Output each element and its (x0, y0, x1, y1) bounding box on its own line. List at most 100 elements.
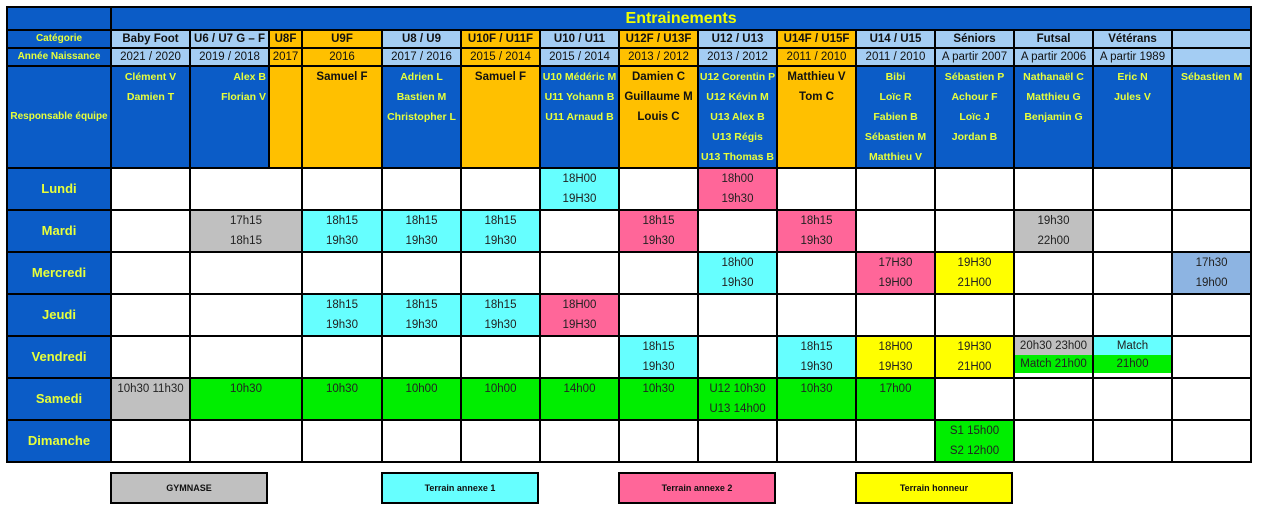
schedule-cell[interactable] (934, 377, 1015, 421)
schedule-cell[interactable]: 19H30 21H00 (934, 335, 1015, 379)
schedule-cell[interactable] (934, 209, 1015, 253)
schedule-cell[interactable] (189, 335, 303, 379)
schedule-cell[interactable] (1092, 419, 1173, 463)
schedule-cell[interactable]: 17H30 19H00 (855, 251, 936, 295)
schedule-cell[interactable]: 18h15 19h30 (381, 209, 462, 253)
schedule-cell[interactable] (934, 293, 1015, 337)
schedule-cell[interactable] (460, 335, 541, 379)
schedule-cell[interactable] (618, 167, 699, 211)
schedule-cell[interactable] (855, 167, 936, 211)
schedule-cell[interactable]: 20h30 23h00 Match 21h00 (1013, 335, 1094, 379)
schedule-cell[interactable]: 19h30 22h00 (1013, 209, 1094, 253)
schedule-cell[interactable]: 10h30 (776, 377, 857, 421)
schedule-cell[interactable] (697, 335, 778, 379)
schedule-cell[interactable] (189, 167, 303, 211)
manager-name: Sébastien P (944, 71, 1005, 83)
schedule-cell[interactable] (1013, 377, 1094, 421)
schedule-cell[interactable] (1092, 293, 1173, 337)
schedule-cell[interactable] (934, 167, 1015, 211)
schedule-cell[interactable] (110, 209, 191, 253)
schedule-cell[interactable] (618, 251, 699, 295)
schedule-cell[interactable] (301, 167, 383, 211)
schedule-cell[interactable] (1170, 209, 1253, 253)
schedule-cell[interactable] (460, 251, 541, 295)
schedule-cell[interactable] (618, 293, 699, 337)
schedule-cell[interactable] (381, 251, 462, 295)
schedule-cell[interactable]: 18h15 19h30 (381, 293, 462, 337)
schedule-cell[interactable]: 18h15 19h30 (301, 293, 383, 337)
schedule-cell[interactable] (776, 293, 857, 337)
schedule-cell[interactable] (618, 419, 699, 463)
schedule-cell[interactable] (301, 251, 383, 295)
schedule-cell[interactable]: 14h00 (539, 377, 620, 421)
schedule-cell[interactable] (1092, 251, 1173, 295)
schedule-cell[interactable]: 19H30 21H00 (934, 251, 1015, 295)
schedule-cell[interactable] (1013, 251, 1094, 295)
schedule-cell[interactable]: 10h00 (381, 377, 462, 421)
schedule-cell[interactable] (1092, 209, 1173, 253)
schedule-cell[interactable] (110, 293, 191, 337)
schedule-cell[interactable] (539, 251, 620, 295)
schedule-cell[interactable] (697, 209, 778, 253)
schedule-cell[interactable] (1092, 167, 1173, 211)
schedule-cell[interactable]: U12 10h30 U13 14h00 (697, 377, 778, 421)
schedule-cell[interactable]: 10h30 (189, 377, 303, 421)
schedule-cell[interactable]: 18H00 19H30 (539, 167, 620, 211)
schedule-cell[interactable]: 18h00 19h30 (697, 167, 778, 211)
schedule-cell[interactable] (697, 419, 778, 463)
schedule-cell[interactable] (1170, 419, 1253, 463)
schedule-cell[interactable] (1013, 419, 1094, 463)
schedule-cell[interactable] (460, 167, 541, 211)
schedule-cell[interactable] (110, 167, 191, 211)
schedule-cell[interactable] (1013, 293, 1094, 337)
schedule-cell[interactable] (776, 419, 857, 463)
schedule-cell[interactable]: 17h30 19h00 (1170, 251, 1253, 295)
schedule-cell[interactable] (776, 251, 857, 295)
schedule-cell[interactable] (697, 293, 778, 337)
schedule-cell[interactable] (381, 167, 462, 211)
schedule-cell[interactable]: 10h00 (460, 377, 541, 421)
schedule-cell[interactable] (539, 419, 620, 463)
schedule-cell[interactable] (1092, 377, 1173, 421)
schedule-cell[interactable]: 18h15 19h30 (301, 209, 383, 253)
schedule-cell[interactable]: 18h15 19h30 (618, 209, 699, 253)
schedule-cell[interactable] (381, 335, 462, 379)
schedule-cell[interactable] (1170, 293, 1253, 337)
schedule-cell[interactable] (1013, 167, 1094, 211)
schedule-cell[interactable] (189, 419, 303, 463)
schedule-cell[interactable]: 18h15 19h30 (618, 335, 699, 379)
manager-name: Eric N (1117, 71, 1148, 83)
schedule-cell[interactable]: Match 21h00 (1092, 335, 1173, 379)
schedule-cell[interactable]: 18h15 19h30 (460, 293, 541, 337)
schedule-cell[interactable] (110, 419, 191, 463)
schedule-cell[interactable]: 18h15 19h30 (460, 209, 541, 253)
schedule-cell[interactable]: 10h30 (618, 377, 699, 421)
schedule-cell[interactable]: 10h30 (301, 377, 383, 421)
schedule-cell[interactable]: 18H00 19H30 (539, 293, 620, 337)
schedule-cell[interactable] (855, 419, 936, 463)
schedule-cell[interactable]: 10h30 11h30 (110, 377, 191, 421)
schedule-cell[interactable] (189, 251, 303, 295)
schedule-cell[interactable] (301, 335, 383, 379)
schedule-cell[interactable] (539, 209, 620, 253)
schedule-cell[interactable] (855, 293, 936, 337)
schedule-cell[interactable] (776, 167, 857, 211)
schedule-cell[interactable]: 18H00 19H30 (855, 335, 936, 379)
schedule-cell[interactable]: 18h15 19h30 (776, 335, 857, 379)
schedule-cell[interactable] (381, 419, 462, 463)
schedule-cell[interactable] (189, 293, 303, 337)
schedule-cell[interactable]: 17h00 (855, 377, 936, 421)
schedule-cell[interactable] (460, 419, 541, 463)
schedule-cell[interactable] (1170, 335, 1253, 379)
schedule-cell[interactable] (110, 251, 191, 295)
schedule-cell[interactable] (539, 335, 620, 379)
schedule-cell[interactable]: 17h15 18h15 (189, 209, 303, 253)
schedule-cell[interactable] (855, 209, 936, 253)
schedule-cell[interactable] (1170, 167, 1253, 211)
schedule-cell[interactable]: 18h00 19h30 (697, 251, 778, 295)
schedule-cell[interactable] (301, 419, 383, 463)
schedule-cell[interactable] (1170, 377, 1253, 421)
schedule-cell[interactable]: 18h15 19h30 (776, 209, 857, 253)
schedule-cell[interactable]: S1 15h00 S2 12h00 (934, 419, 1015, 463)
schedule-cell[interactable] (110, 335, 191, 379)
